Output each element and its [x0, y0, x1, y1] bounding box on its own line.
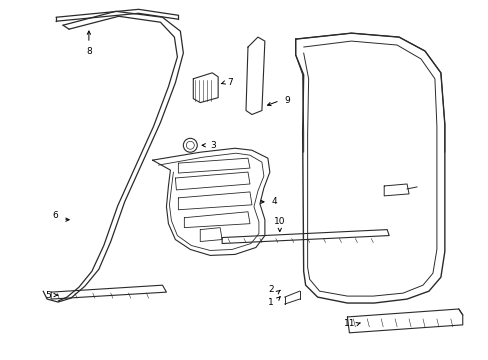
Text: 11: 11: [343, 319, 354, 328]
Text: 5: 5: [45, 291, 51, 300]
Text: 7: 7: [227, 78, 232, 87]
Text: 4: 4: [271, 197, 277, 206]
Text: 2: 2: [267, 285, 273, 294]
Text: 6: 6: [52, 211, 58, 220]
Text: 10: 10: [273, 217, 285, 226]
Text: 3: 3: [210, 141, 216, 150]
Text: 9: 9: [284, 96, 289, 105]
Text: 1: 1: [267, 298, 273, 307]
Text: 8: 8: [86, 46, 92, 55]
